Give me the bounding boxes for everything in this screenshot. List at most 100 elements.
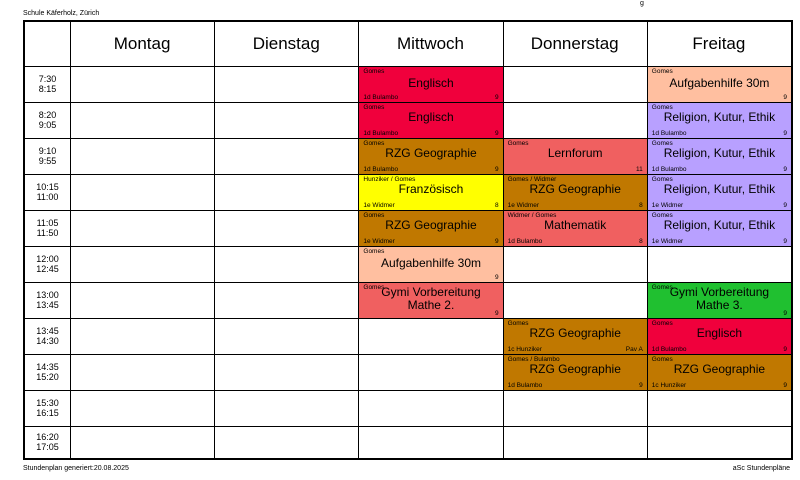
lesson-teacher: Gomes / Bulambo [507, 356, 560, 363]
lesson-subject: Religion, Kutur, Ethik [663, 218, 776, 232]
lesson-subject: Gymi Vorbereitung Mathe 2. [381, 285, 481, 312]
lesson-cell[interactable]: Gomes Englisch 1d Bulambo 9 [359, 103, 503, 138]
period-time: 11:05 11:50 [25, 210, 70, 246]
lesson-class: 1e Widmer [651, 202, 684, 209]
day-header-donnerstag: Donnerstag [530, 34, 619, 53]
row-divider [25, 174, 791, 175]
period-end: 9:55 [38, 156, 57, 166]
lesson-cell[interactable]: Gomes Gymi Vorbereitung Mathe 2. 9 [359, 283, 503, 318]
period-end: 11:00 [36, 192, 59, 202]
period-time: 15:30 16:15 [25, 390, 70, 426]
period-end: 8:15 [38, 84, 57, 94]
lesson-subject: Englisch [408, 110, 454, 124]
lesson-subject: Aufgabenhilfe 30m [380, 256, 482, 270]
lesson-cell[interactable]: Gomes Religion, Kutur, Ethik 1d Bulambo 9 [647, 103, 791, 138]
lesson-teacher: Gomes [651, 140, 673, 147]
lesson-teacher: Gomes [651, 212, 673, 219]
lesson-cell[interactable]: Gomes Englisch 1d Bulambo 9 [359, 67, 503, 102]
lesson-teacher: Gomes [651, 320, 673, 327]
lesson-cell[interactable]: Gomes Aufgabenhilfe 30m 9 [359, 247, 503, 282]
lesson-subject: RZG Geographie [673, 362, 766, 376]
row-divider [25, 210, 791, 211]
row-divider [25, 318, 791, 319]
day-header-dienstag: Dienstag [252, 34, 320, 53]
column-divider [358, 22, 360, 458]
period-start: 9:10 [38, 146, 57, 156]
lesson-room: 9 [783, 94, 787, 101]
corner-label: g [640, 0, 644, 7]
period-start: 14:35 [36, 362, 59, 372]
lesson-subject: Aufgabenhilfe 30m [669, 76, 770, 90]
lesson-subject: Französisch [398, 182, 464, 196]
lesson-subject: Mathematik [544, 218, 607, 232]
lesson-room: 9 [639, 382, 643, 389]
generated-note: Stundenplan generiert:20.08.2025 [23, 465, 129, 472]
lesson-cell[interactable]: Gomes RZG Geographie 1c Hunziker Pav A [503, 319, 647, 354]
lesson-class: 1d Bulambo [651, 130, 687, 137]
lesson-teacher: Gomes [507, 140, 529, 147]
lesson-class: 1e Widmer [363, 202, 395, 209]
lesson-cell[interactable]: Gomes Aufgabenhilfe 30m 9 [647, 67, 791, 102]
period-end: 15:20 [36, 372, 59, 382]
lesson-room: 9 [494, 238, 499, 245]
lesson-room: 8 [639, 202, 643, 209]
period-start: 13:00 [36, 290, 59, 300]
lesson-teacher: Gomes [363, 212, 385, 219]
lesson-cell[interactable]: Gomes Religion, Kutur, Ethik 1e Widmer 9 [647, 175, 791, 210]
lesson-cell[interactable]: Gomes / Widmer RZG Geographie 1e Widmer 8 [503, 175, 647, 210]
period-end: 9:05 [38, 120, 57, 130]
lesson-class: 1d Bulambo [507, 382, 543, 389]
lesson-room: 9 [494, 166, 499, 173]
period-time: 14:35 15:20 [25, 354, 70, 390]
row-divider [25, 426, 791, 427]
lesson-teacher: Gomes [507, 320, 529, 327]
lesson-cell[interactable]: Widmer / Gomes Mathematik 1d Bulambo 8 [503, 211, 647, 246]
row-divider [25, 354, 791, 355]
lesson-class: 1e Widmer [507, 202, 540, 209]
lesson-subject: Religion, Kutur, Ethik [663, 146, 776, 160]
column-divider [502, 22, 504, 458]
lesson-room: 9 [783, 346, 787, 353]
lesson-teacher: Gomes [363, 248, 385, 255]
lesson-teacher: Gomes [363, 104, 385, 111]
period-end: 13:45 [36, 300, 59, 310]
lesson-class: 1c Hunziker [507, 346, 542, 353]
lesson-teacher: Gomes [651, 356, 673, 363]
lesson-class: 1c Hunziker [651, 382, 687, 389]
lesson-cell[interactable]: Gomes RZG Geographie 1d Bulambo 9 [359, 139, 503, 174]
lesson-class: 1d Bulambo [651, 166, 687, 173]
lesson-teacher: Gomes [363, 284, 385, 291]
timetable-grid: Montag Dienstag Mittwoch Donnerstag Freitag 7… [23, 20, 793, 460]
lesson-room: 9 [783, 166, 787, 173]
period-time: 10:15 11:00 [25, 174, 70, 210]
lesson-subject: Religion, Kutur, Ethik [663, 182, 776, 196]
lesson-cell[interactable]: Gomes RZG Geographie 1e Widmer 9 [359, 211, 503, 246]
lesson-cell[interactable]: Gomes Gymi Vorbereitung Mathe 3. 9 [647, 283, 791, 318]
lesson-room: 8 [494, 202, 499, 209]
lesson-room: 9 [783, 382, 787, 389]
brand-label: aSc Stundenpläne [732, 465, 790, 472]
lesson-subject: Gymi Vorbereitung Mathe 3. [669, 285, 770, 312]
lesson-cell[interactable]: Gomes Religion, Kutur, Ethik 1d Bulambo 9 [647, 139, 791, 174]
lesson-cell[interactable]: Gomes RZG Geographie 1c Hunziker 9 [647, 355, 791, 390]
lesson-teacher: Gomes [363, 68, 385, 75]
day-header-mittwoch: Mittwoch [396, 34, 465, 53]
lesson-cell[interactable]: Gomes Englisch 1d Bulambo 9 [647, 319, 791, 354]
lesson-class: 1d Bulambo [363, 166, 399, 173]
lesson-room: 9 [783, 202, 787, 209]
lesson-room: 9 [783, 130, 787, 137]
lesson-cell[interactable]: Gomes Religion, Kutur, Ethik 1e Widmer 9 [647, 211, 791, 246]
row-divider [25, 246, 791, 247]
lesson-cell[interactable]: Gomes Lernforum 11 [503, 139, 647, 174]
lesson-teacher: Gomes / Widmer [507, 176, 557, 183]
lesson-cell[interactable]: Hunziker / Gomes Französisch 1e Widmer 8 [359, 175, 503, 210]
lesson-class: 1d Bulambo [507, 238, 543, 245]
lesson-class: 1e Widmer [363, 238, 395, 245]
lesson-cell[interactable]: Gomes / Bulambo RZG Geographie 1d Bulambo 9 [503, 355, 647, 390]
column-divider [646, 22, 648, 458]
lesson-teacher: Gomes [651, 284, 673, 291]
lesson-class: 1d Bulambo [363, 130, 399, 137]
school-name: Schule Käferholz, Zürich [23, 10, 100, 17]
lesson-class: 1d Bulambo [651, 346, 687, 353]
lesson-room: 9 [783, 310, 787, 317]
